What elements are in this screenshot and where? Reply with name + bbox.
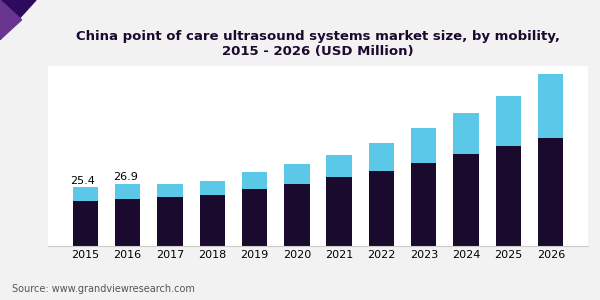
Bar (200, 181, 225, 195)
Bar (369, 171, 394, 246)
Bar (73, 201, 98, 246)
Bar (284, 184, 310, 246)
Text: 26.9: 26.9 (113, 172, 137, 182)
Bar (454, 154, 479, 246)
Bar (369, 143, 394, 171)
Polygon shape (0, 0, 22, 40)
Bar (454, 113, 479, 154)
Text: China point of care ultrasound systems market size, by mobility,
2015 - 2026 (US: China point of care ultrasound systems m… (76, 30, 560, 58)
Bar (115, 199, 140, 246)
Bar (326, 177, 352, 246)
Bar (326, 155, 352, 177)
Bar (200, 195, 225, 246)
Text: 25.4: 25.4 (70, 176, 95, 185)
Bar (115, 184, 140, 199)
Bar (538, 137, 563, 246)
Bar (242, 190, 267, 246)
Bar (284, 164, 310, 184)
Bar (411, 163, 436, 246)
Bar (157, 184, 182, 197)
Bar (73, 188, 98, 201)
Polygon shape (0, 0, 36, 40)
Bar (538, 74, 563, 137)
Bar (496, 146, 521, 246)
Bar (496, 96, 521, 146)
Text: Source: www.grandviewresearch.com: Source: www.grandviewresearch.com (12, 284, 195, 294)
Bar (157, 197, 182, 246)
Bar (411, 128, 436, 163)
Bar (242, 172, 267, 190)
